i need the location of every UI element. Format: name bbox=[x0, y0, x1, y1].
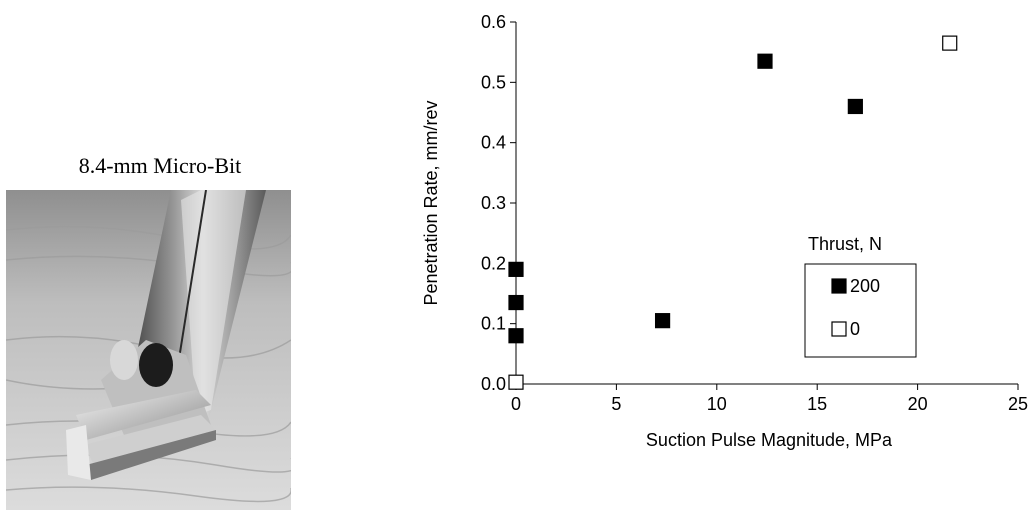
data-point-series-0 bbox=[942, 35, 958, 51]
data-point-series-200 bbox=[847, 98, 863, 115]
legend-marker bbox=[831, 278, 847, 294]
x-tick-label: 10 bbox=[707, 394, 727, 414]
legend-label: 0 bbox=[850, 319, 860, 339]
photo-caption: 8.4-mm Micro-Bit bbox=[78, 153, 242, 178]
x-tick-label: 15 bbox=[807, 394, 827, 414]
x-axis-ticks: 0 5 10 15 20 25 bbox=[511, 384, 1028, 414]
x-axis-title: Suction Pulse Magnitude, MPa bbox=[646, 430, 893, 450]
x-tick-label: 25 bbox=[1008, 394, 1028, 414]
micro-bit-photo bbox=[6, 190, 291, 510]
y-tick-label: 0.1 bbox=[481, 314, 506, 334]
micro-bit-image bbox=[6, 190, 291, 510]
data-point-series-200 bbox=[508, 294, 524, 311]
legend-marker bbox=[831, 321, 847, 337]
y-axis-title: Penetration Rate, mm/rev bbox=[421, 100, 441, 305]
y-axis-ticks: 0.0 0.1 0.2 0.3 0.4 0.5 0.6 bbox=[481, 12, 516, 394]
y-tick-label: 0.0 bbox=[481, 374, 506, 394]
x-tick-label: 20 bbox=[908, 394, 928, 414]
y-tick-label: 0.6 bbox=[481, 12, 506, 32]
legend-label: 200 bbox=[850, 276, 880, 296]
data-point-series-0 bbox=[508, 374, 524, 390]
y-tick-label: 0.5 bbox=[481, 72, 506, 92]
data-point-series-200 bbox=[654, 313, 671, 329]
x-tick-label: 0 bbox=[511, 394, 521, 414]
data-point-series-200 bbox=[508, 261, 524, 277]
data-point-series-200 bbox=[757, 53, 773, 69]
chart-axes bbox=[515, 22, 1018, 385]
data-point-series-200 bbox=[508, 328, 524, 344]
y-tick-label: 0.2 bbox=[481, 253, 506, 273]
data-points bbox=[508, 35, 958, 390]
legend-title: Thrust, N bbox=[808, 234, 882, 254]
y-tick-label: 0.3 bbox=[481, 193, 506, 213]
legend-box bbox=[804, 263, 917, 358]
y-tick-label: 0.4 bbox=[481, 133, 506, 153]
x-tick-label: 5 bbox=[611, 394, 621, 414]
